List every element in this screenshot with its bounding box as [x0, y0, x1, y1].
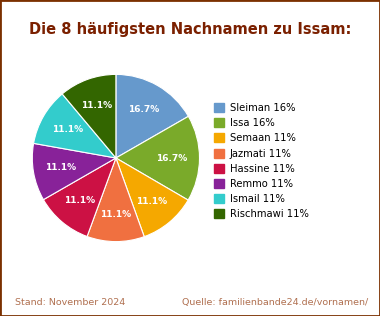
- Wedge shape: [32, 143, 116, 200]
- Text: 11.1%: 11.1%: [136, 197, 167, 205]
- Text: 16.7%: 16.7%: [156, 154, 188, 163]
- Text: 16.7%: 16.7%: [128, 105, 160, 114]
- Text: 11.1%: 11.1%: [81, 101, 112, 110]
- Text: 11.1%: 11.1%: [52, 125, 83, 134]
- Wedge shape: [116, 116, 200, 200]
- Wedge shape: [116, 158, 188, 237]
- Wedge shape: [33, 94, 116, 158]
- Wedge shape: [116, 74, 188, 158]
- Text: Quelle: familienbande24.de/vornamen/: Quelle: familienbande24.de/vornamen/: [182, 298, 369, 307]
- Text: 11.1%: 11.1%: [100, 210, 131, 218]
- Legend: Sleiman 16%, Issa 16%, Semaan 11%, Jazmati 11%, Hassine 11%, Remmo 11%, Ismail 1: Sleiman 16%, Issa 16%, Semaan 11%, Jazma…: [214, 103, 309, 219]
- Wedge shape: [62, 74, 116, 158]
- Wedge shape: [87, 158, 144, 242]
- Text: 11.1%: 11.1%: [45, 163, 76, 172]
- Text: Stand: November 2024: Stand: November 2024: [15, 298, 125, 307]
- Text: 11.1%: 11.1%: [64, 196, 95, 205]
- Wedge shape: [43, 158, 116, 236]
- Text: Die 8 häufigsten Nachnamen zu Issam:: Die 8 häufigsten Nachnamen zu Issam:: [29, 22, 351, 37]
